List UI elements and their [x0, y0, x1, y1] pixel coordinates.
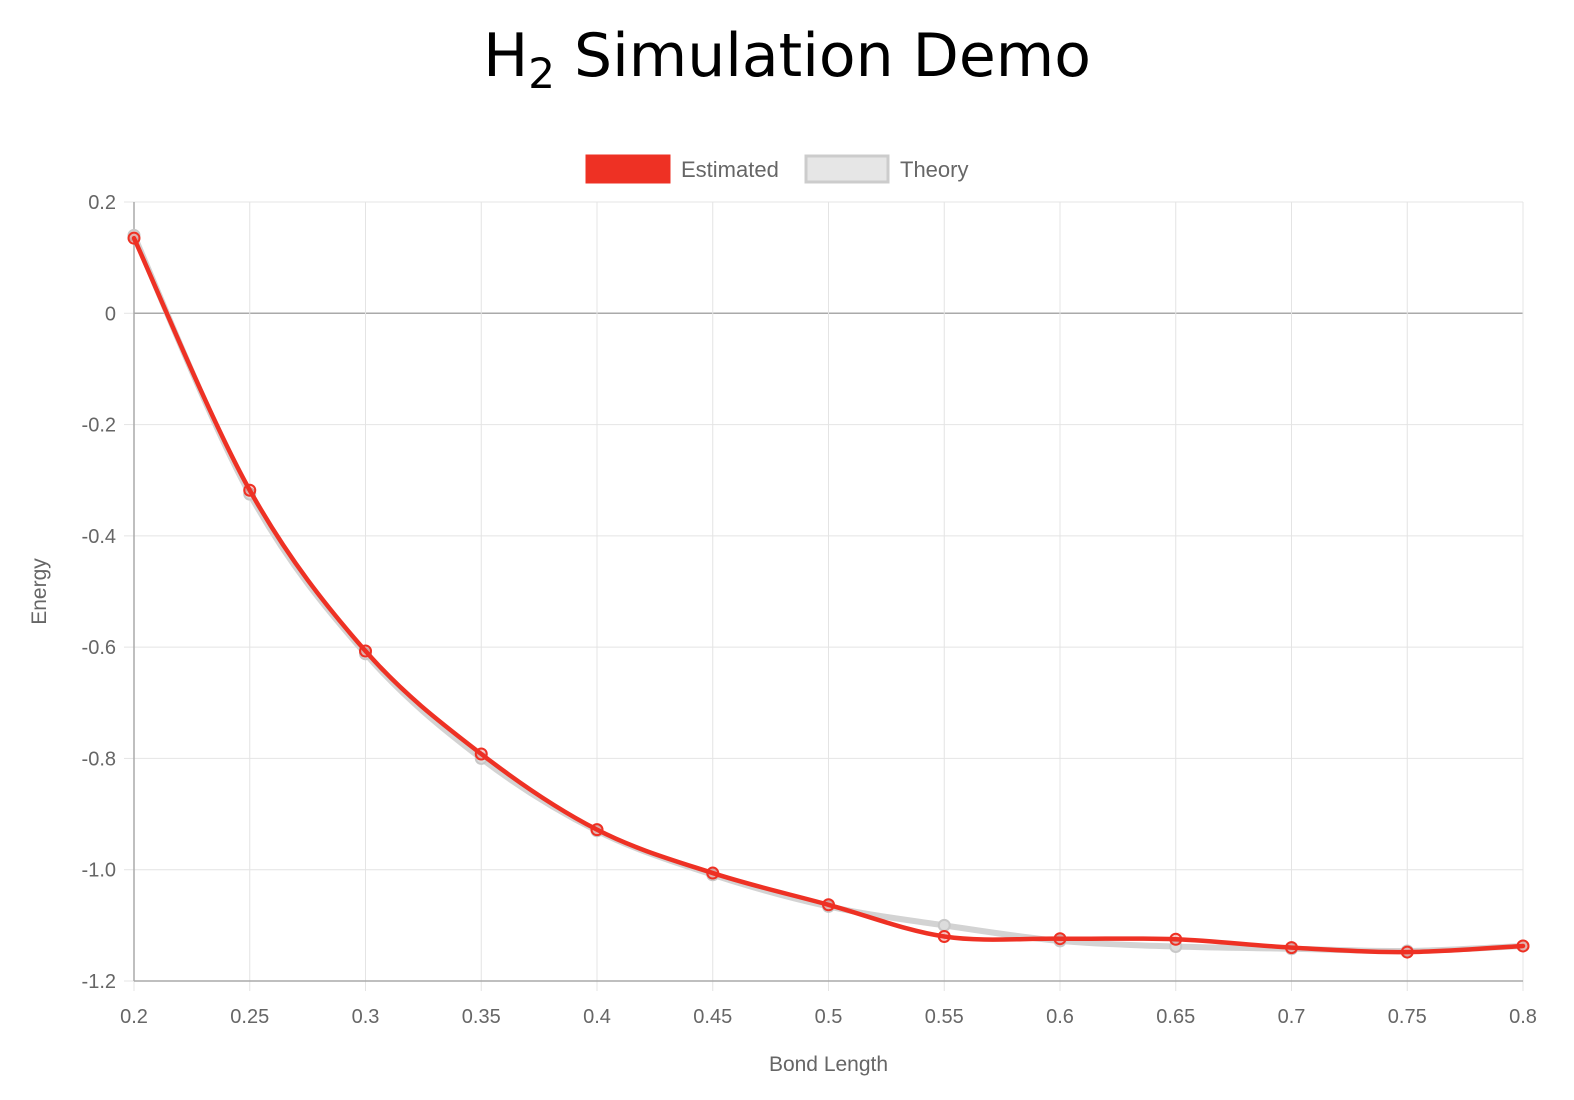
- chart-title: H2 Simulation Demo: [0, 20, 1574, 95]
- x-tick-label: 0.7: [1278, 1006, 1306, 1028]
- data-point-estimated[interactable]: [822, 898, 835, 912]
- data-point-estimated[interactable]: [359, 644, 372, 658]
- data-point-estimated[interactable]: [590, 823, 604, 837]
- data-point-estimated[interactable]: [1516, 939, 1530, 953]
- x-tick-label: 0.75: [1388, 1006, 1427, 1028]
- data-point-theory[interactable]: [937, 918, 951, 932]
- x-tick-label: 0.4: [583, 1006, 611, 1028]
- y-tick-label: -0.8: [82, 748, 116, 770]
- legend-label-theory[interactable]: Theory: [900, 157, 968, 182]
- y-tick-label: -0.2: [82, 415, 116, 437]
- legend-swatch-estimated[interactable]: [585, 154, 671, 184]
- x-tick-label: 0.2: [120, 1006, 148, 1028]
- title-rest: Simulation Demo: [554, 21, 1091, 91]
- series-group: [127, 228, 1530, 959]
- series-line-estimated: [131, 235, 1526, 955]
- y-tick-label: 0.2: [88, 192, 116, 214]
- x-tick-label: 0.25: [230, 1006, 269, 1028]
- legend: Estimated Theory: [585, 154, 968, 184]
- grid: [124, 201, 1524, 991]
- data-point-estimated[interactable]: [937, 929, 951, 943]
- data-point-estimated[interactable]: [127, 231, 141, 245]
- x-tick-label: 0.3: [352, 1006, 380, 1028]
- title-subscript: 2: [528, 49, 555, 98]
- data-point-estimated[interactable]: [1053, 932, 1067, 946]
- x-tick-label: 0.55: [925, 1006, 964, 1028]
- data-point-estimated[interactable]: [1400, 945, 1414, 959]
- x-axis-ticks: 0.2 0.25 0.3 0.35 0.4 0.45 0.5 0.55 0.6 0.65 0.7 0.…: [120, 1006, 1537, 1028]
- y-tick-label: -1.2: [82, 971, 116, 993]
- x-tick-label: 0.35: [462, 1006, 501, 1028]
- data-point-estimated[interactable]: [706, 866, 720, 880]
- title-main: H: [483, 21, 529, 91]
- x-tick-label: 0.6: [1046, 1006, 1074, 1028]
- data-point-estimated[interactable]: [474, 747, 488, 761]
- y-tick-label: -0.6: [82, 637, 116, 659]
- data-point-estimated[interactable]: [1285, 941, 1298, 955]
- y-axis-label: Energy: [28, 558, 51, 625]
- axes: [133, 202, 1523, 982]
- x-tick-label: 0.45: [693, 1006, 732, 1028]
- x-tick-label: 0.65: [1156, 1006, 1195, 1028]
- data-point-estimated[interactable]: [243, 483, 257, 497]
- y-tick-label: 0: [105, 303, 116, 325]
- legend-label-estimated[interactable]: Estimated: [681, 157, 779, 182]
- y-axis-ticks: 0.2 0 -0.2 -0.4 -0.6 -0.8 -1.0 -1.2: [82, 192, 116, 993]
- y-tick-label: -0.4: [82, 526, 116, 548]
- x-tick-label: 0.8: [1509, 1006, 1537, 1028]
- data-point-estimated[interactable]: [1169, 932, 1183, 946]
- x-tick-label: 0.5: [815, 1006, 843, 1028]
- y-tick-label: -1.0: [82, 860, 116, 882]
- x-axis-label: Bond Length: [769, 1053, 888, 1076]
- legend-swatch-theory[interactable]: [804, 154, 890, 184]
